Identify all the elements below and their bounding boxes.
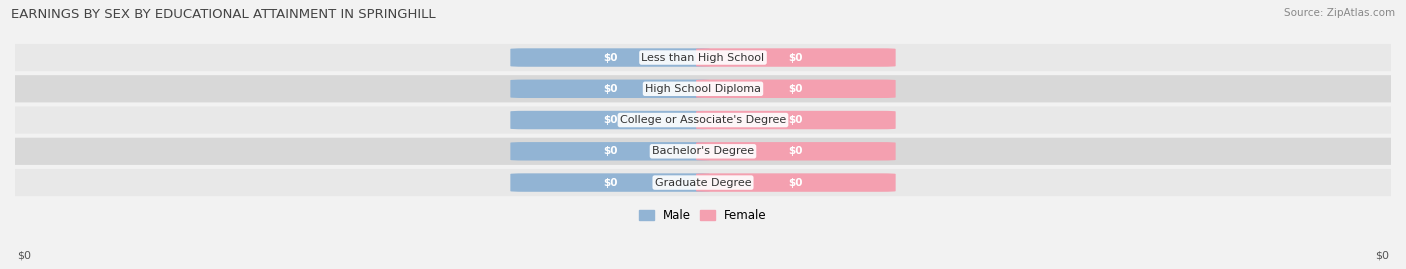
Text: $0: $0: [603, 146, 617, 156]
FancyBboxPatch shape: [696, 111, 896, 129]
Text: $0: $0: [603, 115, 617, 125]
FancyBboxPatch shape: [0, 169, 1406, 196]
Text: High School Diploma: High School Diploma: [645, 84, 761, 94]
Text: $0: $0: [17, 251, 31, 261]
FancyBboxPatch shape: [696, 48, 896, 67]
Text: $0: $0: [1375, 251, 1389, 261]
FancyBboxPatch shape: [0, 107, 1406, 134]
FancyBboxPatch shape: [696, 173, 896, 192]
FancyBboxPatch shape: [510, 48, 710, 67]
Text: $0: $0: [789, 52, 803, 62]
Legend: Male, Female: Male, Female: [634, 204, 772, 227]
FancyBboxPatch shape: [0, 44, 1406, 71]
FancyBboxPatch shape: [510, 80, 710, 98]
Text: College or Associate's Degree: College or Associate's Degree: [620, 115, 786, 125]
Text: Less than High School: Less than High School: [641, 52, 765, 62]
FancyBboxPatch shape: [510, 142, 710, 161]
Text: $0: $0: [789, 146, 803, 156]
Text: $0: $0: [789, 178, 803, 187]
Text: Bachelor's Degree: Bachelor's Degree: [652, 146, 754, 156]
FancyBboxPatch shape: [510, 111, 710, 129]
Text: $0: $0: [603, 178, 617, 187]
FancyBboxPatch shape: [696, 80, 896, 98]
Text: $0: $0: [789, 84, 803, 94]
FancyBboxPatch shape: [0, 75, 1406, 102]
FancyBboxPatch shape: [510, 173, 710, 192]
FancyBboxPatch shape: [696, 142, 896, 161]
Text: $0: $0: [603, 52, 617, 62]
Text: Graduate Degree: Graduate Degree: [655, 178, 751, 187]
Text: Source: ZipAtlas.com: Source: ZipAtlas.com: [1284, 8, 1395, 18]
FancyBboxPatch shape: [0, 138, 1406, 165]
Text: $0: $0: [789, 115, 803, 125]
Text: $0: $0: [603, 84, 617, 94]
Text: EARNINGS BY SEX BY EDUCATIONAL ATTAINMENT IN SPRINGHILL: EARNINGS BY SEX BY EDUCATIONAL ATTAINMEN…: [11, 8, 436, 21]
